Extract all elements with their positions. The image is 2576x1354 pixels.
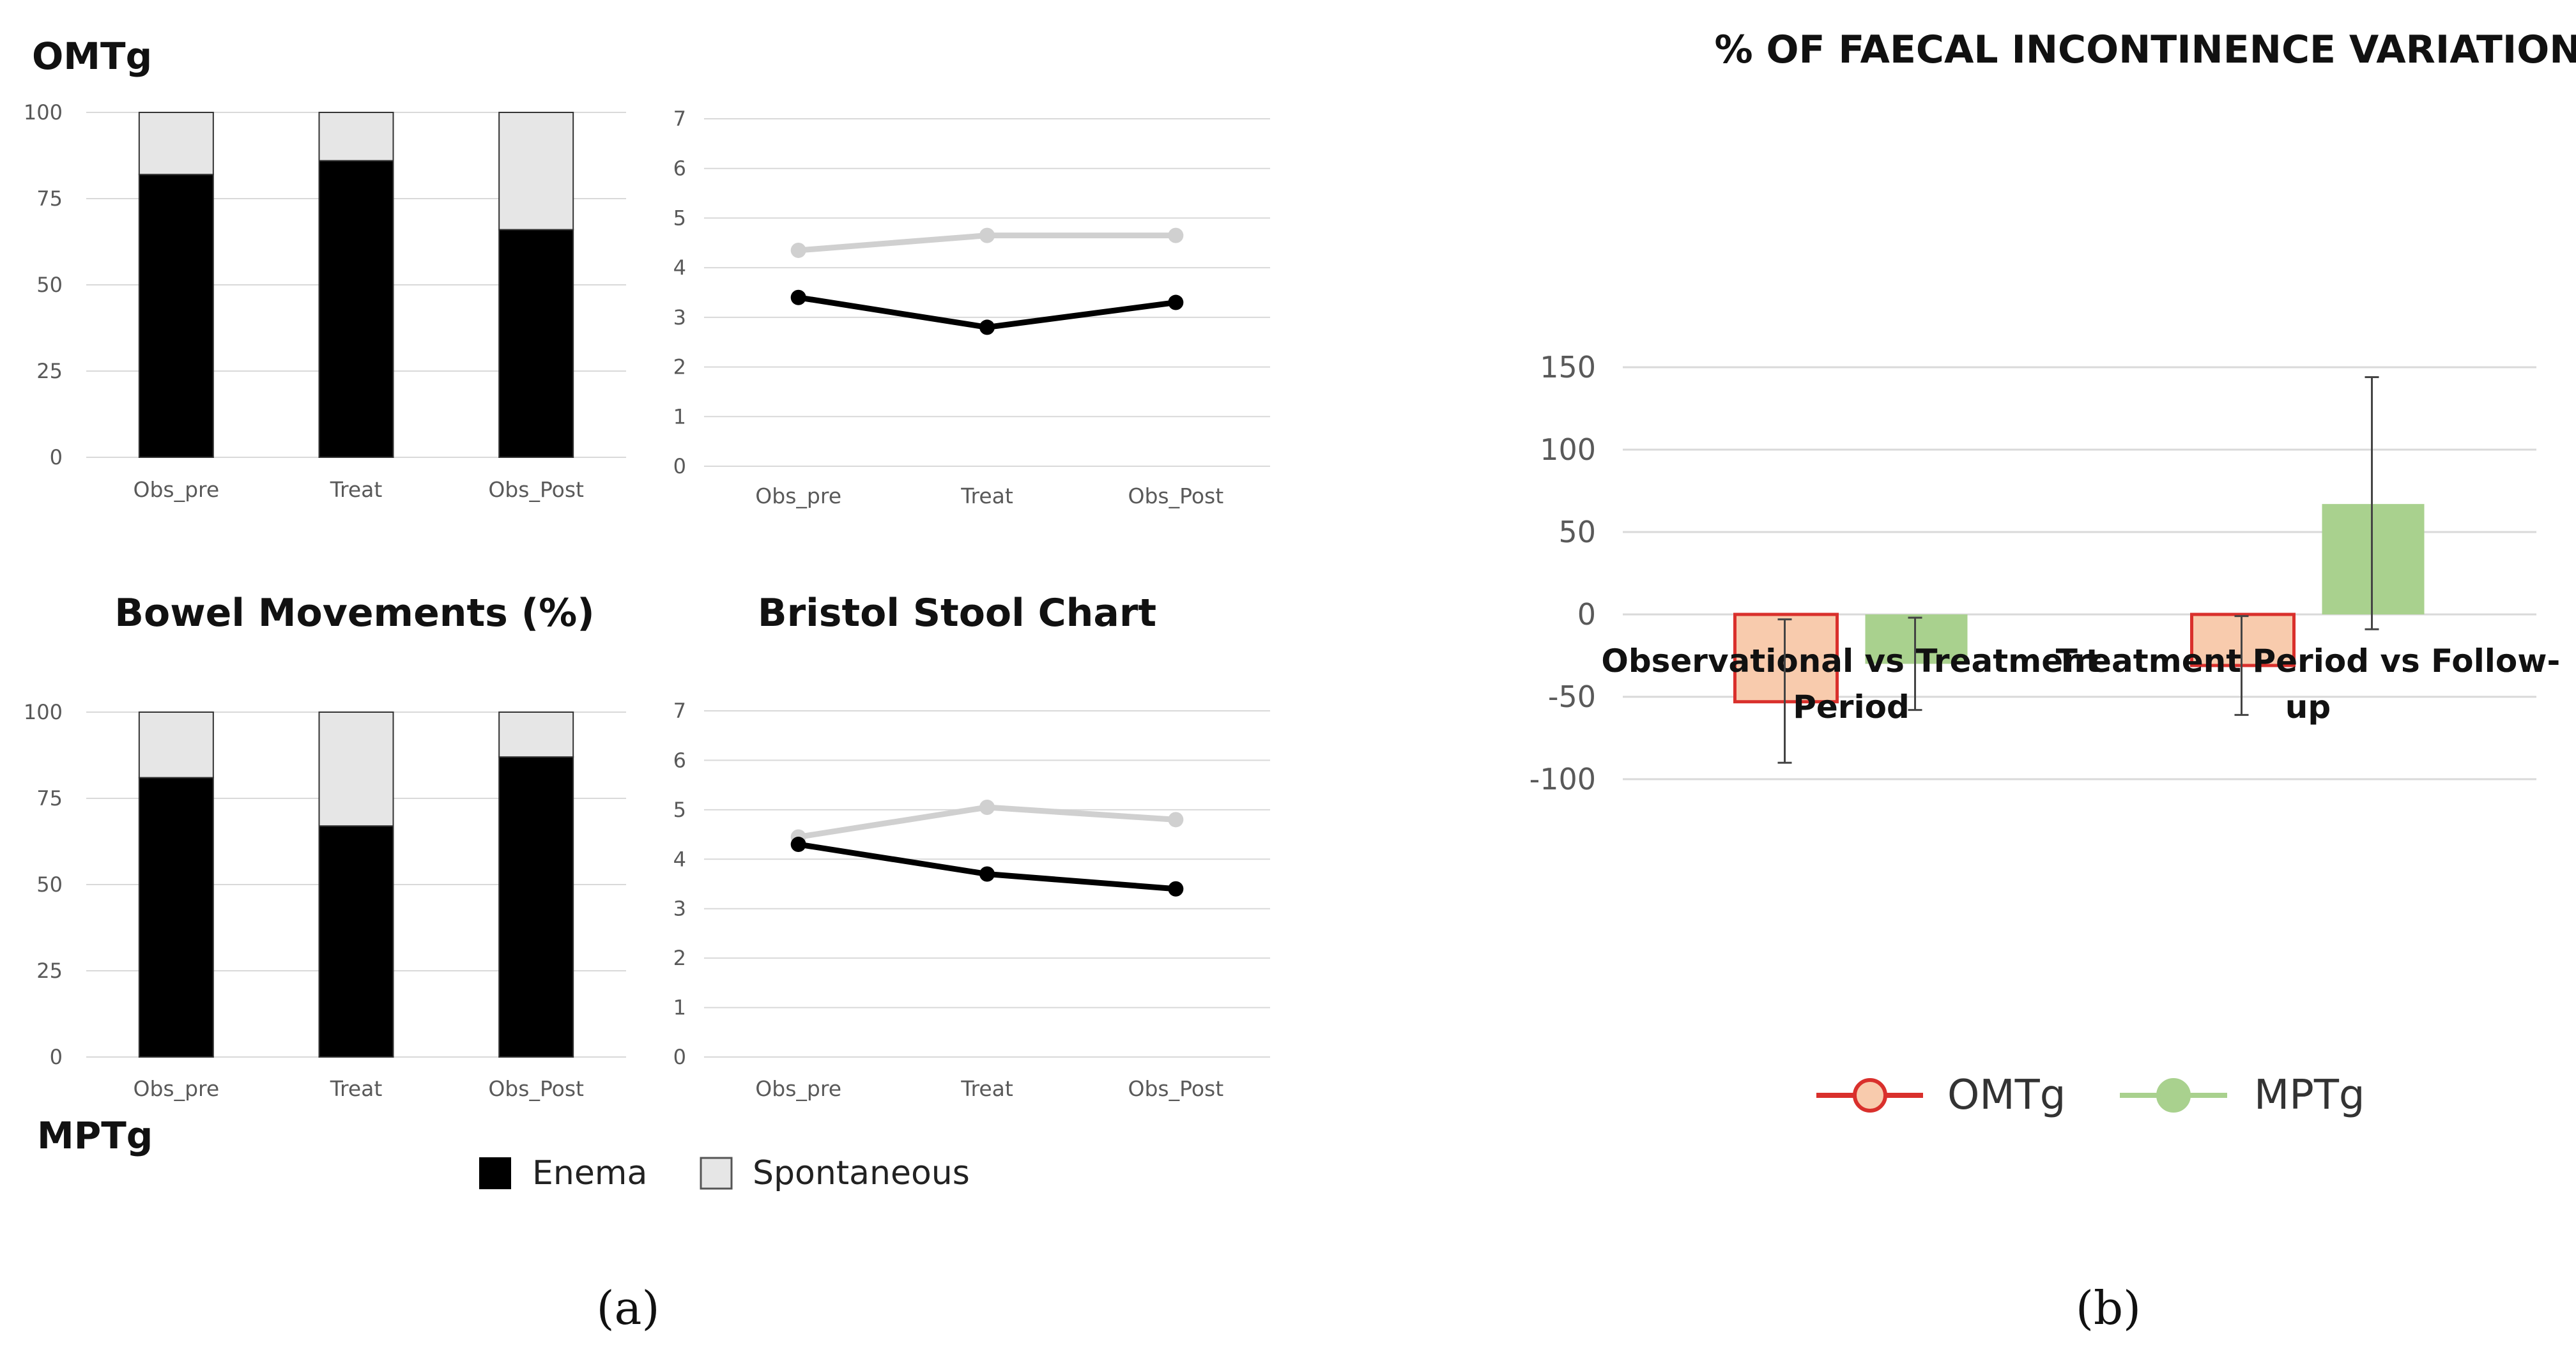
bar-omtg-2 bbox=[2190, 612, 2296, 667]
x-tick-label: Treatment Period vs Follow-up bbox=[2056, 643, 2560, 726]
chart-mptg-bowel-movements: 0 25 50 75 100 Obs_pre Treat Obs_Post bbox=[24, 700, 626, 1101]
group-label-omtg: OMTg bbox=[32, 34, 152, 78]
y-tick-label: 5 bbox=[673, 206, 686, 230]
x-tick-label: Obs_Post bbox=[488, 477, 584, 502]
point-series-1 bbox=[1168, 294, 1184, 310]
point-series-1 bbox=[979, 866, 995, 882]
y-tick-label: 0 bbox=[673, 1045, 686, 1069]
y-tick-label: 100 bbox=[1540, 432, 1596, 467]
bar-enema-obs-post bbox=[498, 229, 574, 458]
point-series-1 bbox=[790, 837, 806, 853]
x-tick-label: Observational vs Treatment Period bbox=[1601, 643, 2101, 726]
legend-marker-omtg bbox=[1853, 1078, 1887, 1113]
title-bowel-movements: Bowel Movements (%) bbox=[114, 591, 594, 635]
y-tick-label: 75 bbox=[36, 186, 63, 211]
bar-spontaneous-treat bbox=[318, 112, 394, 162]
legend-label-spontaneous: Spontaneous bbox=[753, 1154, 970, 1192]
point-series-1 bbox=[1168, 881, 1184, 897]
chart-omtg-bristol: 0 1 2 3 4 5 6 7 Obs_pre Treat Obs_Post bbox=[673, 107, 1270, 508]
title-faecal-incontinence: % OF FAECAL INCONTINENCE VARIATION bbox=[1715, 27, 2576, 72]
y-tick-label: 50 bbox=[36, 273, 63, 297]
y-tick-label: 1 bbox=[673, 404, 686, 429]
y-tick-label: 50 bbox=[36, 872, 63, 897]
bar-omtg-1 bbox=[1733, 612, 1839, 704]
bar-enema-obs-pre bbox=[138, 777, 214, 1058]
panel-label-b: (b) bbox=[2076, 1281, 2141, 1335]
y-tick-label: 5 bbox=[673, 798, 686, 822]
x-tick-label: Treat bbox=[960, 483, 1013, 508]
point-series-1 bbox=[790, 289, 806, 305]
x-tick-label: Obs_pre bbox=[755, 1076, 841, 1101]
point-series-2 bbox=[790, 242, 806, 258]
y-tick-label: 150 bbox=[1540, 350, 1596, 384]
bar-spontaneous-obs-pre bbox=[138, 711, 214, 779]
y-tick-label: 2 bbox=[673, 946, 686, 970]
x-tick-label: Treat bbox=[960, 1076, 1013, 1101]
y-tick-label: 6 bbox=[673, 748, 686, 772]
legend-label-mptg: MPTg bbox=[2254, 1072, 2365, 1119]
bar-spontaneous-obs-post bbox=[498, 711, 574, 758]
legend-marker-mptg bbox=[2156, 1078, 2191, 1113]
bar-spontaneous-treat bbox=[318, 711, 394, 827]
y-tick-label: 25 bbox=[36, 959, 63, 983]
bar-enema-treat bbox=[318, 825, 394, 1058]
y-tick-label: 7 bbox=[673, 699, 686, 723]
x-tick-label: Obs_Post bbox=[1128, 1076, 1223, 1101]
bar-enema-treat bbox=[318, 160, 394, 458]
legend-label-enema: Enema bbox=[532, 1154, 647, 1192]
point-series-2 bbox=[1168, 227, 1184, 243]
y-tick-label: 3 bbox=[673, 305, 686, 330]
y-tick-label: 0 bbox=[50, 1045, 63, 1069]
y-tick-label: 4 bbox=[673, 847, 686, 871]
y-tick-label: 50 bbox=[1558, 515, 1596, 549]
chart-omtg-bowel-movements: 0 25 50 75 100 Obs_pre Treat Obs_Post bbox=[24, 100, 626, 502]
y-tick-label: 100 bbox=[24, 100, 63, 125]
legend-panel-a: Enema Spontaneous bbox=[479, 1154, 970, 1192]
x-tick-label: Obs_pre bbox=[133, 477, 219, 502]
bar-spontaneous-obs-pre bbox=[138, 112, 214, 176]
y-tick-label: 6 bbox=[673, 156, 686, 181]
bar-enema-obs-post bbox=[498, 756, 574, 1058]
x-tick-label: Obs_pre bbox=[133, 1076, 219, 1101]
y-tick-label: 25 bbox=[36, 359, 63, 383]
bar-mptg-1 bbox=[1865, 614, 1968, 664]
y-tick-label: 0 bbox=[673, 454, 686, 478]
group-label-mptg: MPTg bbox=[37, 1114, 153, 1157]
y-tick-label: 2 bbox=[673, 355, 686, 379]
legend-swatch-spontaneous bbox=[700, 1157, 733, 1190]
y-tick-label: 100 bbox=[24, 700, 63, 724]
x-tick-label: Obs_pre bbox=[755, 483, 841, 508]
point-series-2 bbox=[979, 227, 995, 243]
y-tick-label: 0 bbox=[50, 445, 63, 469]
bar-mptg-2 bbox=[2322, 504, 2425, 614]
legend-swatch-enema bbox=[479, 1157, 511, 1189]
bar-enema-obs-pre bbox=[138, 174, 214, 458]
legend-panel-b: OMTg MPTg bbox=[1816, 1072, 2365, 1119]
y-tick-label: 4 bbox=[673, 255, 686, 280]
chart-mptg-bristol: 0 1 2 3 4 5 6 7 Obs_pre Treat Obs_Post bbox=[673, 699, 1270, 1101]
x-tick-label: Obs_Post bbox=[1128, 483, 1223, 508]
x-tick-label: Obs_Post bbox=[488, 1076, 584, 1101]
bar-spontaneous-obs-post bbox=[498, 112, 574, 231]
y-tick-label: -50 bbox=[1548, 680, 1596, 714]
point-series-2 bbox=[1168, 812, 1184, 828]
point-series-1 bbox=[979, 319, 995, 335]
y-tick-label: 1 bbox=[673, 996, 686, 1020]
chart-faecal-incontinence-variation: -100 -50 0 50 100 150 Observational vs Treatme… bbox=[1529, 350, 2561, 796]
point-series-2 bbox=[979, 799, 995, 815]
y-tick-label: -100 bbox=[1529, 762, 1596, 796]
y-tick-label: 75 bbox=[36, 786, 63, 810]
y-tick-label: 0 bbox=[1577, 597, 1596, 632]
title-bristol-stool-chart: Bristol Stool Chart bbox=[758, 591, 1156, 635]
x-tick-label: Treat bbox=[330, 1076, 383, 1101]
y-tick-label: 7 bbox=[673, 107, 686, 131]
legend-label-omtg: OMTg bbox=[1947, 1072, 2066, 1119]
panel-label-a: (a) bbox=[596, 1281, 659, 1335]
y-tick-label: 3 bbox=[673, 897, 686, 921]
x-tick-label: Treat bbox=[330, 477, 383, 502]
